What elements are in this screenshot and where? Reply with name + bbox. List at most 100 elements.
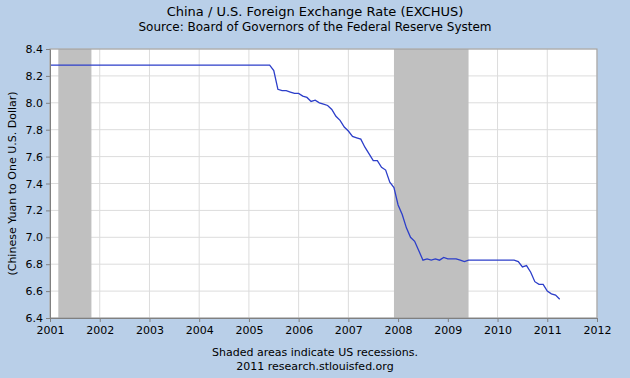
annotation: 2011 research.stlouisfed.org [236, 360, 393, 373]
tick-mark [46, 157, 50, 158]
tick-mark [46, 291, 50, 292]
subtitle: Source: Board of Governors of the Federa… [138, 20, 491, 34]
tick-label: 2003 [136, 324, 164, 337]
tick-mark [46, 210, 50, 211]
chart: 6.46.66.87.07.27.47.67.88.08.28.42001200… [0, 0, 630, 378]
plot-frame [50, 49, 597, 318]
tick: 7.0 [26, 231, 51, 244]
texts: China / U.S. Foreign Exchange Rate (EXCH… [6, 4, 492, 373]
tick: 2005 [235, 318, 263, 337]
tick: 7.6 [26, 151, 51, 164]
grid-line-y [50, 102, 597, 103]
y-axis: 6.46.66.87.07.27.47.67.88.08.28.4 [26, 43, 51, 325]
grid-line-x [248, 49, 249, 318]
tick-label: 2001 [37, 324, 65, 337]
tick: 6.8 [26, 258, 51, 271]
tick-label: 2002 [86, 324, 114, 337]
tick-label: 2008 [385, 324, 413, 337]
grid-line-x [298, 49, 299, 318]
tick-label: 6.8 [26, 258, 44, 271]
tick-mark [46, 184, 50, 185]
tick: 7.4 [26, 178, 51, 191]
tick-label: 2004 [186, 324, 214, 337]
grid [50, 49, 597, 318]
recession-shade [394, 49, 469, 318]
recession-shade [58, 49, 91, 318]
tick-mark [448, 318, 449, 322]
tick-label: 2010 [484, 324, 512, 337]
tick-mark [149, 318, 150, 322]
tick: 2001 [37, 318, 65, 337]
tick: 2006 [285, 318, 313, 337]
tick-label: 2011 [534, 324, 562, 337]
tick: 6.6 [26, 285, 51, 298]
tick: 2011 [534, 318, 562, 337]
grid-line-x [99, 49, 100, 318]
tick: 2010 [484, 318, 512, 337]
tick-label: 8.2 [26, 70, 44, 83]
tick-label: 2009 [434, 324, 462, 337]
tick-mark [498, 318, 499, 322]
background [0, 0, 630, 378]
tick-mark [547, 318, 548, 322]
tick-label: 2007 [335, 324, 363, 337]
tick: 8.4 [26, 43, 51, 56]
title: China / U.S. Foreign Exchange Rate (EXCH… [167, 4, 464, 19]
tick: 7.2 [26, 204, 51, 217]
tick-mark [348, 318, 349, 322]
tick-mark [50, 318, 51, 322]
x-axis: 2001 2002 2003 2004 2005 2006 2007 2008 2009 2010… [37, 318, 612, 337]
tick-label: 7.4 [26, 178, 44, 191]
tick: 2003 [136, 318, 164, 337]
annotation: Shaded areas indicate US recessions. [212, 346, 418, 359]
tick-label: 8.0 [26, 97, 44, 110]
tick-label: 2006 [285, 324, 313, 337]
tick-mark [249, 318, 250, 322]
tick: 2002 [86, 318, 114, 337]
tick-label: 7.0 [26, 231, 44, 244]
tick: 8.0 [26, 97, 51, 110]
tick-label: 8.4 [26, 43, 44, 56]
grid-line-y [50, 129, 597, 130]
grid-line-y [50, 264, 597, 265]
tick: 2007 [335, 318, 363, 337]
grid-line-x [497, 49, 498, 318]
tick-label: 2005 [235, 324, 263, 337]
tick-mark [46, 76, 50, 77]
tick-label: 7.6 [26, 151, 44, 164]
grid-line-y [50, 210, 597, 211]
tick: 2008 [385, 318, 413, 337]
grid-line-y [50, 291, 597, 292]
tick-mark [199, 318, 200, 322]
grid-line-y [50, 75, 597, 76]
grid-line-x [348, 49, 349, 318]
axis-line [50, 50, 51, 319]
tick-mark [398, 318, 399, 322]
tick-mark [46, 130, 50, 131]
tick-label: 6.6 [26, 285, 44, 298]
grid-line-x [199, 49, 200, 318]
tick: 8.2 [26, 70, 51, 83]
tick: 2004 [186, 318, 214, 337]
y-axis-title: (Chinese Yuan to One U.S. Dollar) [6, 91, 19, 275]
tick-mark [46, 237, 50, 238]
grid-line-x [149, 49, 150, 318]
tick: 7.8 [26, 124, 51, 137]
data-line [50, 65, 560, 299]
axis-line [51, 318, 598, 319]
tick-mark [46, 318, 50, 319]
grid-line-y [50, 156, 597, 157]
grid-line-x [547, 49, 548, 318]
plot-area [50, 49, 597, 318]
tick: 2012 [584, 318, 612, 337]
tick-mark [46, 264, 50, 265]
grid-line-y [50, 237, 597, 238]
tick-mark [299, 318, 300, 322]
tick-label: 2012 [584, 324, 612, 337]
tick-mark [46, 49, 50, 50]
tick: 2009 [434, 318, 462, 337]
tick-label: 7.2 [26, 204, 44, 217]
tick-mark [597, 318, 598, 322]
tick-mark [100, 318, 101, 322]
tick-mark [46, 103, 50, 104]
